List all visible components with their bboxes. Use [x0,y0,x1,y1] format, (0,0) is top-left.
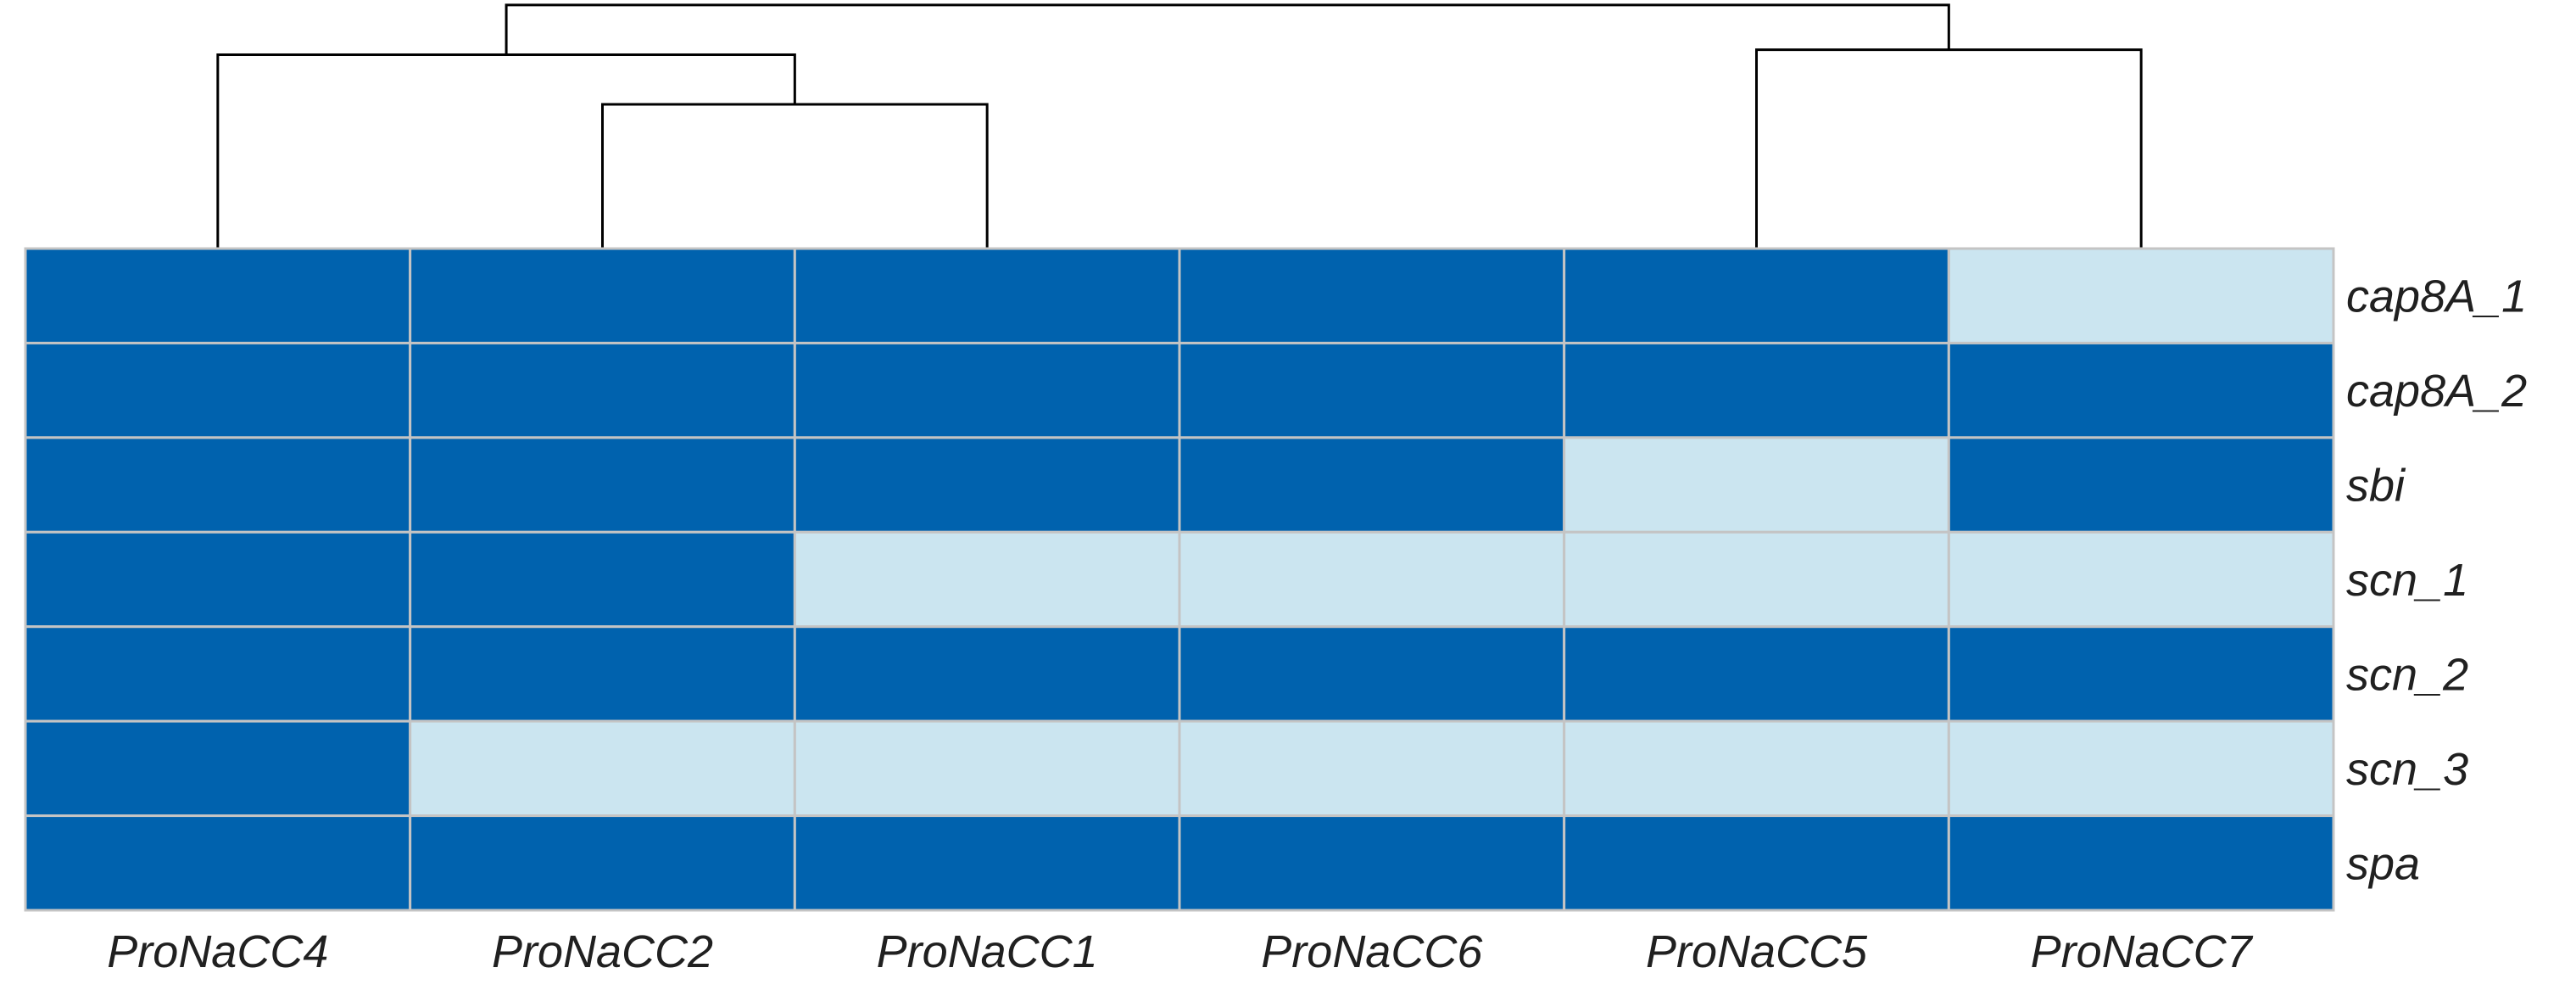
heatmap-cell-scn_2-ProNaCC7 [1947,625,2335,723]
heatmap-cell-scn_2-ProNaCC6 [1178,625,1566,723]
row-label-cap8A_1: cap8A_1 [2346,271,2527,322]
dendrogram-branch-3 [1755,48,2143,249]
heatmap-cell-cap8A_1-ProNaCC4 [24,247,412,344]
heatmap-cell-cap8A_2-ProNaCC1 [793,341,1181,439]
heatmap-cell-scn_2-ProNaCC1 [793,625,1181,723]
column-label-ProNaCC6: ProNaCC6 [1261,926,1483,977]
heatmap-cell-spa-ProNaCC2 [409,814,796,912]
row-label-scn_1: scn_1 [2346,555,2468,606]
heatmap-cell-scn_3-ProNaCC1 [793,719,1181,818]
column-label-ProNaCC1: ProNaCC1 [877,926,1098,977]
heatmap-cell-scn_2-ProNaCC5 [1563,625,1950,723]
heatmap-border [24,247,2335,912]
heatmap-cell-scn_1-ProNaCC4 [24,530,412,629]
dendrogram-branch-2 [216,53,796,249]
heatmap-cell-scn_3-ProNaCC4 [24,719,412,818]
heatmap-cell-scn_1-ProNaCC5 [1563,530,1950,629]
heatmap-cell-scn_2-ProNaCC2 [409,625,796,723]
heatmap-cell-cap8A_2-ProNaCC4 [24,341,412,439]
heatmap-cell-cap8A_2-ProNaCC5 [1563,341,1950,439]
heatmap-cell-cap8A_2-ProNaCC2 [409,341,796,439]
heatmap-cell-scn_1-ProNaCC2 [409,530,796,629]
heatmap-cell-scn_1-ProNaCC7 [1947,530,2335,629]
heatmap-cell-cap8A_1-ProNaCC6 [1178,247,1566,344]
heatmap-cell-scn_2-ProNaCC4 [24,625,412,723]
heatmap-cell-scn_3-ProNaCC2 [409,719,796,818]
row-label-scn_2: scn_2 [2346,649,2468,700]
heatmap-cell-cap8A_1-ProNaCC1 [793,247,1181,344]
heatmap-cell-scn_1-ProNaCC1 [793,530,1181,629]
heatmap-cell-spa-ProNaCC6 [1178,814,1566,912]
heatmap-cell-cap8A_2-ProNaCC7 [1947,341,2335,439]
heatmap-cell-sbi-ProNaCC2 [409,436,796,534]
heatmap-cell-spa-ProNaCC1 [793,814,1181,912]
row-label-spa: spa [2346,838,2420,889]
heatmap-cell-scn_3-ProNaCC6 [1178,719,1566,818]
heatmap-cell-spa-ProNaCC4 [24,814,412,912]
column-label-ProNaCC2: ProNaCC2 [492,926,713,977]
heatmap-cells [24,247,2335,912]
row-label-scn_3: scn_3 [2346,744,2468,795]
heatmap-cell-spa-ProNaCC5 [1563,814,1950,912]
column-label-ProNaCC4: ProNaCC4 [107,926,328,977]
dendrogram-branch-1 [601,103,989,249]
row-label-cap8A_2: cap8A_2 [2346,366,2527,417]
heatmap-cell-sbi-ProNaCC4 [24,436,412,534]
heatmap-cell-scn_3-ProNaCC7 [1947,719,2335,818]
column-dendrogram [216,3,2143,249]
heatmap-cell-sbi-ProNaCC5 [1563,436,1950,534]
heatmap-cell-sbi-ProNaCC1 [793,436,1181,534]
heatmap-cell-cap8A_1-ProNaCC2 [409,247,796,344]
heatmap-cell-scn_1-ProNaCC6 [1178,530,1566,629]
heatmap-cell-sbi-ProNaCC6 [1178,436,1566,534]
column-labels: ProNaCC4 ProNaCC2 ProNaCC1 ProNaCC6 ProNaCC5… [107,926,2253,977]
dendrogram-branch-4 [505,3,1950,55]
heatmap-cell-spa-ProNaCC7 [1947,814,2335,912]
heatmap-cell-cap8A_1-ProNaCC7 [1947,247,2335,344]
heatmap-cell-sbi-ProNaCC7 [1947,436,2335,534]
column-label-ProNaCC7: ProNaCC7 [2031,926,2254,977]
heatmap-cell-scn_3-ProNaCC5 [1563,719,1950,818]
heatmap-cell-cap8A_1-ProNaCC5 [1563,247,1950,344]
column-label-ProNaCC5: ProNaCC5 [1646,926,1868,977]
row-label-sbi: sbi [2346,461,2406,512]
heatmap-cell-cap8A_2-ProNaCC6 [1178,341,1566,439]
